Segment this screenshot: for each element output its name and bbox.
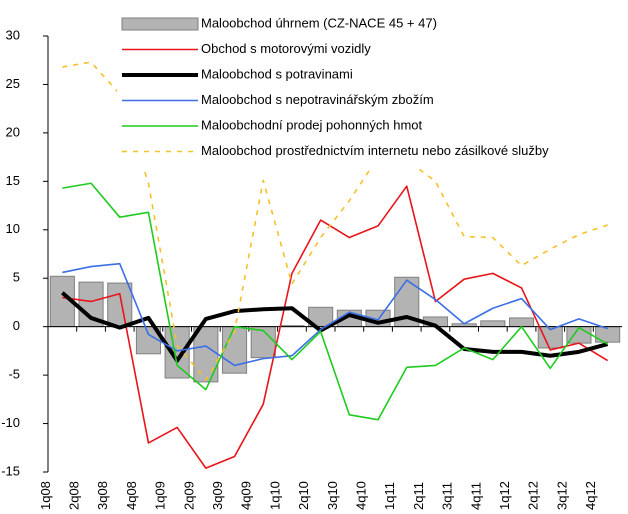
y-tick-label: -10 [1, 415, 20, 430]
bar [480, 320, 506, 328]
x-tick-label: 2q12 [526, 481, 541, 510]
x-tick-label: 1q10 [267, 481, 282, 510]
x-tick-label: 3q09 [210, 481, 225, 510]
y-tick-label: 25 [6, 76, 20, 91]
legend-label: Maloobchodní prodej pohonných hmot [201, 117, 423, 132]
x-tick-label: 1q12 [497, 481, 512, 510]
x-tick-label: 2q10 [296, 481, 311, 510]
bar [193, 326, 219, 383]
y-tick-label: -15 [1, 463, 20, 478]
y-tick-label: 30 [6, 27, 20, 42]
series-line [62, 185, 609, 469]
y-tick-label: 20 [6, 124, 20, 139]
bar [164, 326, 190, 379]
y-tick-label: 10 [6, 221, 20, 236]
x-tick-label: 3q11 [440, 482, 455, 510]
series-line [62, 61, 608, 381]
bar [250, 326, 276, 359]
legend-swatch [121, 17, 199, 31]
x-tick-label: 1q08 [38, 481, 53, 510]
legend-box [117, 12, 622, 169]
x-tick-label: 4q10 [353, 481, 368, 510]
y-tick-label: 5 [13, 270, 20, 285]
x-tick-label: 2q09 [181, 481, 196, 510]
x-tick-label: 4q12 [583, 481, 598, 510]
x-tick-label: 3q10 [325, 481, 340, 510]
y-tick-label: -5 [8, 367, 20, 382]
legend-label: Obchod s motorovými vozidly [201, 41, 371, 56]
series-line [62, 182, 609, 421]
series-line [62, 262, 608, 367]
x-tick-label: 3q08 [95, 481, 110, 510]
x-tick-label: 1q11 [382, 482, 397, 510]
x-tick-label: 4q08 [124, 481, 139, 510]
x-tick-label: 3q12 [554, 481, 569, 510]
legend-label: Maloobchod úhrnem (CZ-NACE 45 + 47) [201, 15, 437, 30]
legend-label: Maloobchod s potravinami [201, 66, 353, 81]
series-line [61, 291, 609, 363]
bar [508, 317, 535, 328]
bar [107, 282, 133, 328]
x-tick-label: 4q11 [468, 482, 483, 510]
legend-label: Maloobchod prostřednictvím internetu neb… [201, 143, 549, 158]
x-tick-label: 2q08 [66, 481, 81, 510]
x-tick-label: 4q09 [239, 481, 254, 510]
y-tick-label: 15 [6, 173, 20, 188]
y-tick-label: 0 [13, 318, 20, 333]
x-tick-label: 1q09 [153, 481, 168, 510]
legend-label: Maloobchod s nepotravinářským zbožím [201, 92, 434, 107]
x-tick-label: 2q11 [411, 482, 426, 510]
